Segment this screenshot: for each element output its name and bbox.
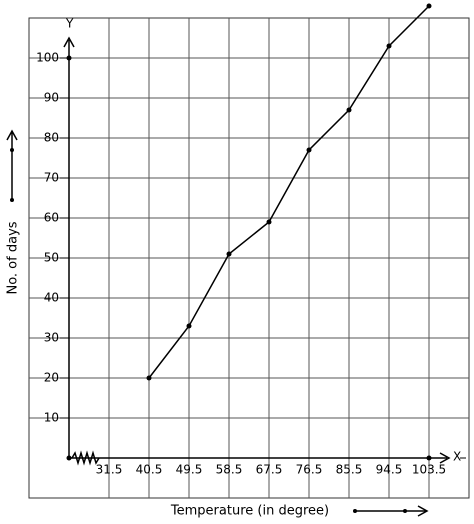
point	[226, 251, 232, 257]
y-arrow	[63, 36, 75, 48]
direction-arrow-head	[6, 129, 18, 141]
x-tick-label: 67.5	[256, 463, 283, 477]
y-axis-label: No. of days	[6, 221, 21, 294]
point	[306, 147, 312, 153]
point	[266, 219, 272, 225]
y-tick-label: 40	[44, 291, 59, 305]
line	[148, 5, 430, 379]
point	[426, 3, 432, 9]
y-tick-label: 30	[44, 331, 59, 345]
direction-arrow-head	[417, 505, 429, 517]
axis-dot	[426, 455, 432, 461]
y-tick-label: 50	[44, 251, 59, 265]
x-tick-label: 103.5	[412, 463, 446, 477]
y-tick-label: 70	[44, 171, 59, 185]
axis-dot	[66, 55, 72, 61]
point	[386, 43, 392, 49]
axis-break	[71, 450, 100, 466]
y-tick-label: 10	[44, 411, 59, 425]
x-axis-label: Temperature (in degree)	[170, 504, 329, 519]
point	[186, 323, 192, 329]
x-axis-name: X	[453, 450, 461, 464]
y-tick-label: 100	[36, 51, 59, 65]
x-tick-label: 85.5	[336, 463, 363, 477]
x-tick-label: 76.5	[296, 463, 323, 477]
y-tick-label: 60	[44, 211, 59, 225]
y-axis-name: Y	[65, 17, 74, 31]
x-tick-label: 94.5	[376, 463, 403, 477]
x-tick-label: 49.5	[176, 463, 203, 477]
origin-dot	[66, 455, 72, 461]
y-tick-label: 20	[44, 371, 59, 385]
arrow-dot	[10, 198, 14, 202]
y-tick-label: 90	[44, 91, 59, 105]
point	[346, 107, 352, 113]
point	[146, 375, 152, 381]
arrow-dot	[353, 509, 357, 513]
x-tick-label: 58.5	[216, 463, 243, 477]
arrow-dot	[10, 148, 14, 152]
arrow-dot	[403, 509, 407, 513]
x-arrow	[439, 452, 451, 464]
x-tick-label: 40.5	[136, 463, 163, 477]
x-tick-label: 31.5	[96, 463, 123, 477]
plot: 10 20 30 40 50 60 70 80 90 100 31.5 40.5 49.5 58.5 67.…	[29, 3, 469, 498]
y-tick-label: 80	[44, 131, 59, 145]
